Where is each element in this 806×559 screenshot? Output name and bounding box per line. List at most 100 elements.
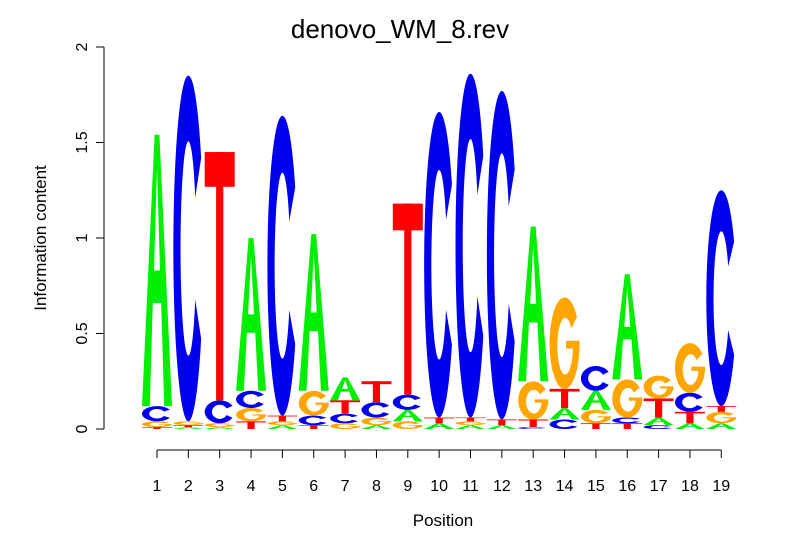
letter-A-pos7 xyxy=(330,377,361,401)
letter-G-pos13 xyxy=(518,381,549,420)
letter-A-pos1 xyxy=(142,134,172,407)
letter-A-pos10 xyxy=(424,423,455,429)
letter-G-pos16 xyxy=(612,379,643,418)
letter-G-pos9 xyxy=(392,421,423,430)
y-tick-label: 1.5 xyxy=(74,131,91,153)
letter-C-pos6 xyxy=(298,415,327,426)
letter-T-pos11 xyxy=(455,417,486,422)
x-tick-label: 13 xyxy=(524,478,542,495)
letter-A-pos3 xyxy=(204,427,235,429)
letter-T-pos16 xyxy=(612,423,643,429)
letter-A-pos19 xyxy=(706,423,737,429)
x-tick-label: 2 xyxy=(184,478,193,495)
letter-T-pos7 xyxy=(330,400,361,414)
letter-C-pos8 xyxy=(361,402,390,418)
letter-A-pos5 xyxy=(267,425,298,429)
letter-C-pos1 xyxy=(141,406,170,422)
x-tick-label: 15 xyxy=(587,478,605,495)
letter-G-pos15 xyxy=(580,409,611,424)
letter-T-pos12 xyxy=(486,419,517,426)
y-axis: 0 0.5 1 1.5 2 xyxy=(74,42,105,433)
x-tick-label: 19 xyxy=(712,478,730,495)
x-tick-label: 7 xyxy=(341,478,350,495)
letter-A-pos13 xyxy=(518,226,549,382)
letter-C-pos9 xyxy=(392,394,421,410)
letter-A-pos12 xyxy=(486,425,517,429)
letter-A-pos9 xyxy=(392,409,423,422)
letter-T-pos8 xyxy=(361,381,392,403)
letter-T-pos9 xyxy=(392,203,423,395)
x-tick-label: 10 xyxy=(430,478,448,495)
letter-T-pos4 xyxy=(236,421,267,429)
letter-G-pos14 xyxy=(549,297,580,390)
letter-T-pos14 xyxy=(549,388,580,408)
letter-G-pos2 xyxy=(173,421,204,426)
letter-C-pos16 xyxy=(612,417,641,424)
letter-C-pos13 xyxy=(518,427,546,429)
letter-A-pos14 xyxy=(549,407,580,420)
letter-G-pos8 xyxy=(361,417,392,426)
letter-C-pos12 xyxy=(486,90,515,420)
x-tick-label: 16 xyxy=(618,478,636,495)
letter-G-pos5 xyxy=(267,421,298,426)
letter-C-pos15 xyxy=(580,365,609,391)
letter-T-pos6 xyxy=(298,425,329,429)
x-tick-label: 8 xyxy=(372,478,381,495)
x-tick-label: 6 xyxy=(309,478,318,495)
letter-A-pos8 xyxy=(361,425,392,429)
letter-G-pos17 xyxy=(643,375,674,399)
letter-G-pos4 xyxy=(236,408,267,422)
letter-G-pos6 xyxy=(298,390,329,416)
x-tick-label: 14 xyxy=(556,478,574,495)
plot-area xyxy=(141,73,737,430)
letter-A-pos16 xyxy=(612,274,643,380)
letter-A-pos6 xyxy=(298,234,329,391)
letter-A-pos2 xyxy=(173,427,204,429)
letter-C-pos3 xyxy=(204,400,233,424)
letter-G-pos7 xyxy=(330,423,361,430)
letter-C-pos2 xyxy=(173,75,202,422)
letter-T-pos1 xyxy=(142,427,172,429)
letter-G-pos19 xyxy=(706,411,737,424)
letter-T-pos17 xyxy=(643,398,674,418)
letter-A-pos4 xyxy=(236,238,267,391)
letter-G-pos3 xyxy=(204,423,235,428)
letter-A-pos11 xyxy=(455,425,486,429)
y-tick-label: 2 xyxy=(74,42,91,51)
letter-T-pos3 xyxy=(204,152,235,401)
letter-C-pos4 xyxy=(236,390,264,408)
letter-G-pos18 xyxy=(674,343,705,393)
y-axis-label: Information content xyxy=(31,165,50,311)
letter-G-pos1 xyxy=(142,421,172,428)
letter-C-pos5 xyxy=(267,115,296,416)
x-tick-label: 11 xyxy=(462,478,479,495)
letter-A-pos17 xyxy=(643,417,674,426)
letter-C-pos18 xyxy=(674,392,703,412)
letter-C-pos14 xyxy=(549,419,578,429)
y-tick-label: 0 xyxy=(74,424,91,433)
letter-T-pos5 xyxy=(267,415,298,422)
letter-C-pos19 xyxy=(706,190,735,407)
letter-T-pos13 xyxy=(518,419,549,428)
x-tick-label: 12 xyxy=(493,478,511,495)
letter-T-pos10 xyxy=(424,417,455,424)
x-tick-label: 4 xyxy=(247,478,256,495)
letter-T-pos19 xyxy=(706,406,737,412)
letter-C-pos17 xyxy=(643,425,672,429)
y-tick-label: 1 xyxy=(74,233,91,242)
letter-A-pos15 xyxy=(580,390,611,410)
letter-T-pos15 xyxy=(580,423,611,429)
letter-G-pos11 xyxy=(455,421,486,426)
y-tick-label: 0.5 xyxy=(74,322,91,344)
letter-T-pos18 xyxy=(674,411,705,424)
chart-title: denovo_WM_8.rev xyxy=(291,14,509,44)
x-tick-label: 5 xyxy=(278,478,287,495)
x-tick-label: 18 xyxy=(681,478,699,495)
letter-C-pos11 xyxy=(455,73,484,418)
letter-T-pos2 xyxy=(173,425,204,428)
x-tick-label: 3 xyxy=(215,478,224,495)
x-tick-label: 1 xyxy=(153,478,162,495)
x-axis-label: Position xyxy=(413,511,473,530)
